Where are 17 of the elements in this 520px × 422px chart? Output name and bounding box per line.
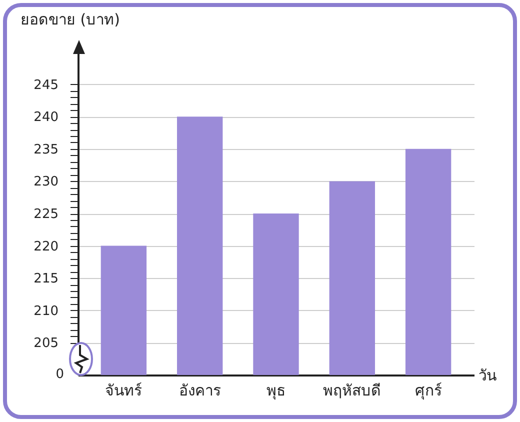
y-tick-label: 225 (34, 207, 58, 222)
x-tick-label: พฤหัสบดี (323, 382, 382, 400)
y-tick-label: 215 (34, 272, 58, 287)
y-tick-label: 205 (34, 336, 58, 352)
y-tick-label: 240 (34, 110, 58, 126)
x-tick-label: พุธ (266, 382, 286, 400)
y-tick-label: 235 (34, 142, 58, 158)
y-tick-label: 220 (34, 239, 58, 254)
text: 0 (56, 366, 64, 384)
x-tick-label: ศุกร์ (414, 382, 442, 400)
x-tick-label: จันทร์ (105, 382, 142, 400)
x-tick-label: อังคาร (178, 382, 221, 400)
y-tick-label: 210 (34, 304, 58, 319)
x-axis-title: วัน (478, 366, 496, 384)
y-tick-label: 245 (34, 78, 58, 93)
y-tick-label: 230 (34, 174, 58, 190)
y-axis-title: ยอดขาย (บาท) (20, 10, 120, 28)
